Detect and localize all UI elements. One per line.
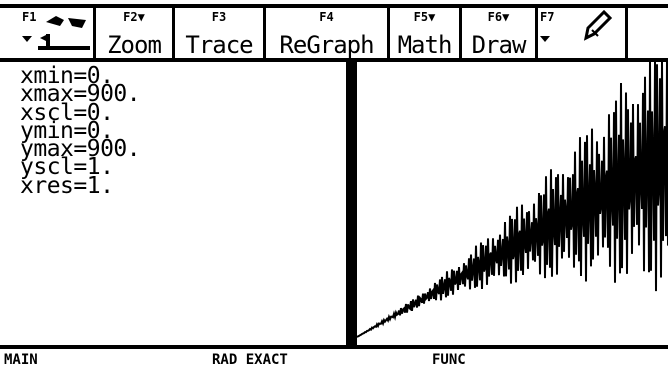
f7-key-label: F7 [540, 10, 555, 24]
toolbar-separator [93, 8, 96, 58]
tools-menu-icon [22, 16, 90, 50]
param-ymin: ymin=0. [20, 117, 114, 144]
trace-label: Trace [185, 31, 253, 59]
split-screen-divider [346, 62, 357, 345]
toolbar: F1 F2▼ Zoom F3 Trace F4 ReGraph F5▼ Math [0, 0, 668, 62]
plot-curve [356, 61, 668, 338]
graph-screen[interactable] [356, 61, 668, 345]
f3-trace-button[interactable]: F3 Trace [175, 8, 266, 59]
param-xmax: xmax=900. [20, 81, 141, 108]
toolbar-bottom-rule [0, 58, 668, 62]
toolbar-separator [459, 8, 462, 58]
param-xscl: xscl=0. [20, 99, 114, 126]
status-bar: MAIN RAD EXACT FUNC [0, 345, 668, 368]
status-folder: MAIN [4, 352, 38, 368]
param-xres: xres=1. [20, 172, 114, 199]
status-graph-mode: FUNC [432, 352, 466, 368]
f4-key-label: F4 [319, 10, 334, 24]
f1-key-label: F1 [22, 10, 37, 24]
draw-label: Draw [471, 31, 527, 59]
f2-zoom-button[interactable]: F2▼ Zoom [96, 8, 175, 59]
toolbar-separator [535, 8, 538, 58]
math-label: Math [397, 31, 453, 59]
f5-key-label: F5▼ [413, 10, 436, 24]
f4-regraph-button[interactable]: F4 ReGraph [266, 8, 390, 59]
f2-key-label: F2▼ [123, 10, 145, 24]
f7-pencil-button[interactable]: F7 [538, 8, 628, 58]
param-yscl: yscl=1. [20, 154, 114, 181]
f1-tools-button[interactable]: F1 [20, 8, 96, 58]
param-ymax: ymax=900. [20, 136, 141, 163]
toolbar-separator [172, 8, 175, 58]
regraph-label: ReGraph [279, 31, 374, 59]
window-variables-panel: xmin=0. xmax=900. xscl=0. ymin=0. ymax=9… [0, 62, 346, 345]
param-xmin: xmin=0. [20, 63, 114, 89]
toolbar-separator [625, 8, 628, 58]
f3-key-label: F3 [211, 10, 227, 24]
toolbar-top-rule [0, 4, 668, 8]
toolbar-separator [263, 8, 266, 58]
f6-key-label: F6▼ [487, 10, 510, 24]
f5-math-button[interactable]: F5▼ Math [390, 8, 462, 59]
pencil-icon [540, 9, 613, 42]
status-mode: RAD EXACT [212, 352, 288, 368]
f6-draw-button[interactable]: F6▼ Draw [462, 8, 538, 59]
function-plot [356, 61, 668, 338]
zoom-label: Zoom [107, 31, 162, 59]
toolbar-separator [387, 8, 390, 58]
